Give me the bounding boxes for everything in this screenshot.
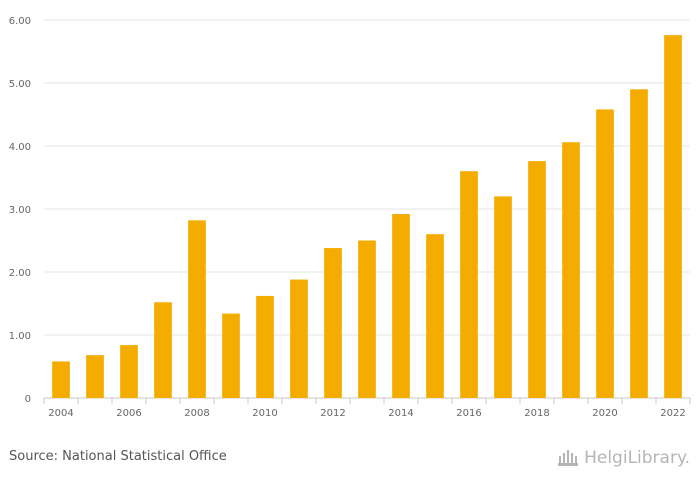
bar-2017[interactable] xyxy=(494,196,512,398)
x-tick-label: 2010 xyxy=(252,408,277,419)
bar-2019[interactable] xyxy=(562,142,580,398)
bar-2005[interactable] xyxy=(86,355,104,398)
bar-2022[interactable] xyxy=(664,35,682,399)
x-tick-label: 2014 xyxy=(388,408,413,419)
bar-2011[interactable] xyxy=(290,279,308,398)
x-tick-label: 2022 xyxy=(660,408,685,419)
y-tick-label: 4.00 xyxy=(9,142,31,153)
x-tick-label: 2008 xyxy=(184,408,209,419)
bar-2014[interactable] xyxy=(392,214,410,398)
y-axis-ticks: 0 1.00 2.00 3.00 4.00 5.00 6.00 xyxy=(9,16,31,405)
x-tick-label: 2012 xyxy=(320,408,345,419)
bar-chart: 01.002.003.004.005.006.00 2004 2006 2008 20… xyxy=(9,16,691,419)
bar-2020[interactable] xyxy=(596,109,614,399)
bar-2016[interactable] xyxy=(460,171,478,398)
brand-logo[interactable]: HelgiLibrary. xyxy=(556,446,690,470)
bar-2015[interactable] xyxy=(426,234,444,398)
bar-2009[interactable] xyxy=(222,313,240,398)
x-tick-label: 2020 xyxy=(592,408,617,419)
y-tick-label: 5.00 xyxy=(9,79,31,90)
bars xyxy=(52,35,682,399)
bar-2010[interactable] xyxy=(256,295,274,398)
bar-2008[interactable] xyxy=(188,220,206,398)
bar-2018[interactable] xyxy=(528,161,546,398)
bar-2013[interactable] xyxy=(358,240,376,399)
y-tick-label: 6.00 xyxy=(9,16,31,27)
x-axis-ticks: 2004 2006 2008 2010 2012 2014 2016 2018 2020 2022 xyxy=(43,398,691,419)
bar-2012[interactable] xyxy=(324,248,342,398)
brand-name: HelgiLibrary. xyxy=(584,448,690,468)
bar-2006[interactable] xyxy=(120,345,138,398)
x-tick-label: 2018 xyxy=(524,408,549,419)
y-tick-label: 3.00 xyxy=(9,205,31,216)
y-tick-label: 2.00 xyxy=(9,268,31,279)
x-tick-label: 2006 xyxy=(116,408,141,419)
source-note: Source: National Statistical Office xyxy=(9,449,227,464)
library-logo-icon xyxy=(558,450,579,466)
bar-2007[interactable] xyxy=(154,302,172,398)
x-tick-label: 2004 xyxy=(48,408,73,419)
y-tick-label: 0 xyxy=(25,394,31,405)
y-tick-label: 1.00 xyxy=(9,331,31,342)
x-tick-label: 2016 xyxy=(456,408,481,419)
bar-2021[interactable] xyxy=(630,89,648,399)
bar-2004[interactable] xyxy=(52,361,70,398)
